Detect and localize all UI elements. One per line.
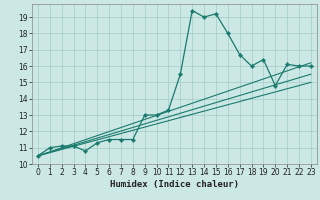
X-axis label: Humidex (Indice chaleur): Humidex (Indice chaleur) [110, 180, 239, 189]
